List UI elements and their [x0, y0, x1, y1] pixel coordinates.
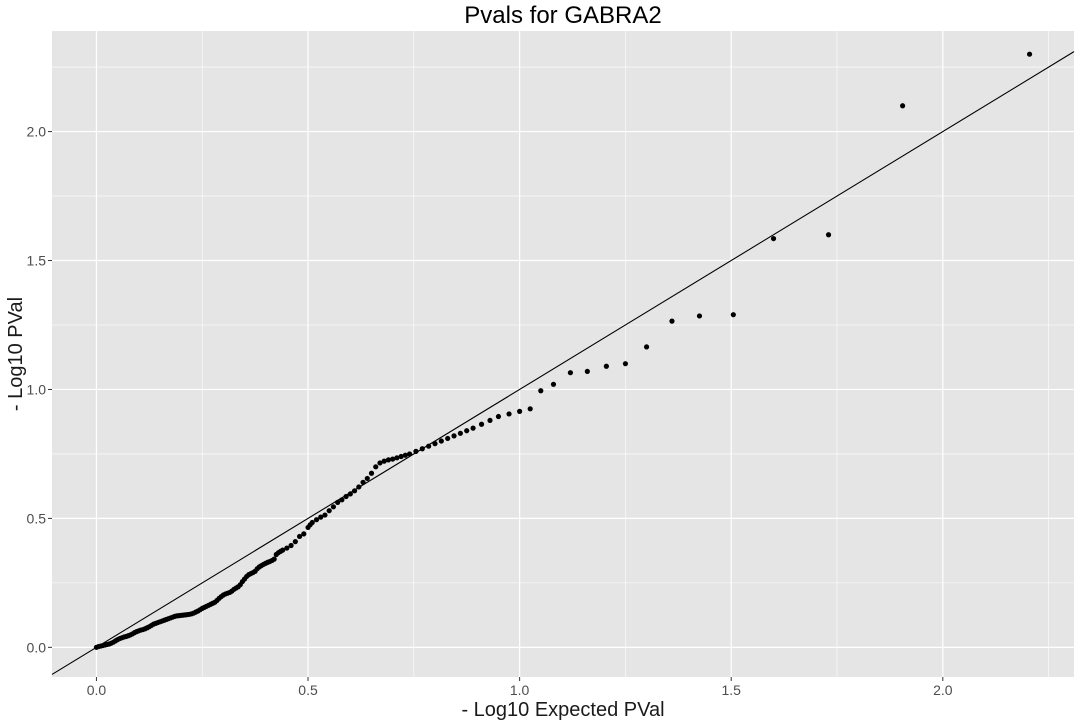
data-point — [696, 313, 703, 319]
data-point — [301, 531, 307, 537]
data-point — [669, 318, 675, 324]
data-point — [313, 517, 320, 523]
y-axis-ticks: 0.0 0.5 1.0 1.5 2.0 — [27, 124, 52, 655]
y-tick-label: 1.5 — [27, 253, 47, 269]
data-point — [356, 484, 362, 490]
data-point — [538, 388, 544, 394]
data-point — [296, 533, 303, 540]
reference-line-group — [51, 51, 1075, 675]
data-point — [413, 448, 419, 454]
data-point — [292, 539, 298, 545]
chart-title: Pvals for GABRA2 — [464, 2, 661, 29]
data-point — [322, 512, 328, 518]
data-point — [343, 493, 349, 500]
data-point — [470, 425, 476, 431]
y-tick-label: 2.0 — [27, 124, 47, 140]
data-point — [309, 519, 315, 526]
data-point — [438, 438, 444, 444]
y-axis-title: - Log10 PVal — [5, 297, 27, 411]
x-axis-ticks: 0.0 0.5 1.0 1.5 2.0 — [87, 677, 953, 698]
data-point — [368, 470, 375, 476]
data-point — [464, 428, 470, 434]
data-point — [584, 368, 590, 375]
data-point — [347, 491, 353, 497]
data-point — [280, 547, 286, 553]
data-point — [377, 460, 383, 466]
data-point — [284, 545, 290, 551]
x-tick-label: 0.5 — [298, 682, 318, 698]
data-point — [360, 479, 366, 485]
data-point — [390, 456, 396, 462]
data-point — [550, 381, 557, 387]
data-point — [495, 413, 502, 420]
data-point — [339, 497, 345, 503]
data-point — [318, 514, 324, 520]
data-point — [381, 458, 387, 464]
data-point — [445, 435, 451, 442]
data-point — [419, 446, 425, 452]
plot-panel — [52, 31, 1074, 677]
data-point — [1026, 51, 1033, 57]
data-point — [643, 344, 650, 350]
x-axis-title: - Log10 Expected PVal — [461, 699, 664, 720]
data-point — [487, 417, 493, 424]
y-tick-label: 1.0 — [27, 381, 47, 397]
data-point — [373, 464, 379, 470]
data-point — [271, 556, 277, 562]
minor-gridlines — [52, 31, 1074, 677]
major-gridlines — [52, 31, 1074, 677]
data-point — [457, 430, 463, 436]
data-point — [730, 312, 736, 318]
y-tick-label: 0.0 — [27, 639, 47, 655]
data-point — [603, 363, 609, 369]
x-tick-label: 1.5 — [721, 682, 741, 698]
data-point — [567, 370, 574, 376]
data-point — [385, 457, 392, 463]
data-point — [527, 406, 533, 412]
data-point — [506, 411, 512, 417]
data-point — [900, 103, 906, 109]
x-tick-label: 1.0 — [510, 682, 530, 698]
data-point — [335, 499, 341, 506]
data-point — [402, 452, 408, 458]
reference-line — [51, 51, 1075, 675]
data-points — [93, 51, 1033, 650]
data-point — [478, 421, 485, 427]
data-point — [364, 475, 370, 482]
data-point — [398, 453, 404, 460]
x-tick-label: 2.0 — [933, 682, 953, 698]
data-point — [394, 455, 400, 461]
y-tick-label: 0.5 — [27, 510, 47, 526]
data-point — [622, 361, 629, 367]
data-point — [326, 508, 332, 514]
data-point — [770, 235, 777, 242]
data-point — [406, 451, 413, 457]
data-point — [432, 441, 438, 447]
x-tick-label: 0.0 — [87, 682, 107, 698]
data-point — [351, 488, 358, 494]
data-point — [426, 443, 432, 449]
data-point — [330, 504, 337, 510]
data-point — [451, 433, 457, 439]
data-point — [825, 232, 832, 238]
data-point — [517, 408, 523, 414]
data-point — [288, 542, 294, 549]
